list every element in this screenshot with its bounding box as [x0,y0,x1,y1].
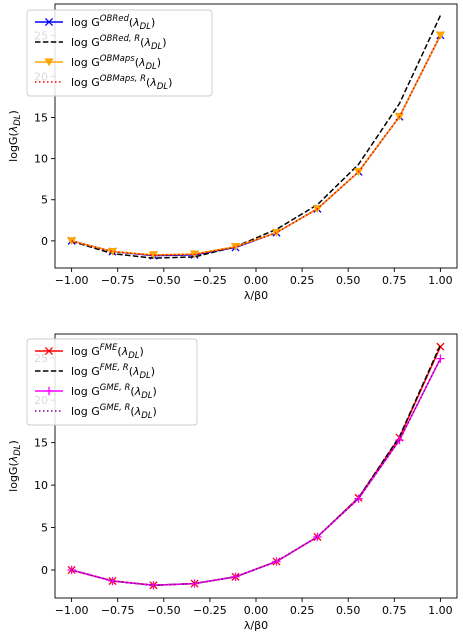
legend-label-4: log GGME, R(λDL) [71,403,157,421]
x-tick-label: 0.00 [244,604,269,617]
data-point [313,532,322,542]
legend: log GFME(λDL) log GFME, R(λDL) log GGME, R… [26,338,198,426]
plot-data [67,342,445,590]
x-tick-label: 0.50 [336,274,361,287]
x-tick-label: 0.50 [336,604,361,617]
legend: log GOBRed(λDL) log GOBRed, R(λDL) log GOB… [26,9,213,97]
x-tick-label: −0.75 [101,604,135,617]
y-tick-label: 10 [34,479,48,492]
x-tick-label: 1.00 [428,604,453,617]
x-axis-label: λ/β0 [244,289,268,302]
x-tick-label: −0.25 [193,604,227,617]
legend-label-4: log GOBMaps, R(λDL) [71,74,172,92]
y-axis-label: logG(λDL) [7,110,23,162]
legend-label-3: log GOBMaps(λDL) [71,54,161,72]
x-tick-label: −1.00 [55,274,89,287]
series-line-2 [71,15,442,259]
chart-panel-1: −1.00 −0.75 −0.50 −0.25 0.00 0.25 0.50 0.75 1.00… [7,3,458,302]
data-point [272,557,281,566]
legend-box [26,9,213,97]
x-tick-label: 0.25 [290,274,315,287]
x-tick-label: 0.75 [382,604,407,617]
y-tick-label: 10 [34,153,48,166]
x-tick-label: 1.00 [428,274,453,287]
legend-box [26,338,198,426]
x-tick-label: 0.00 [244,274,269,287]
data-point [67,565,76,575]
x-tick-label: −1.00 [55,604,89,617]
y-axis-label: logG(λDL) [7,440,23,492]
legend-marker-1 [44,346,54,356]
x-tick-label: 0.25 [290,604,315,617]
y-tick-label: 15 [34,111,48,124]
series-line-3 [71,34,442,256]
chart-panel-2: −1.00 −0.75 −0.50 −0.25 0.00 0.25 0.50 0.75 1.00… [7,333,458,632]
y-tick-label: 5 [41,522,48,535]
y-tick-label: 0 [41,235,48,248]
x-tick-label: 0.75 [382,274,407,287]
data-point [354,494,363,503]
y-tick-label: 15 [34,437,48,450]
legend-label-1: log GFME(λDL) [71,343,144,361]
data-point [436,354,445,363]
x-tick-label: −0.50 [147,274,181,287]
legend-label-2: log GOBRed, R(λDL) [71,34,167,52]
legend-label-3: log GGME, R(λDL) [71,383,157,401]
series-line-2 [71,344,442,587]
x-tick-label: −0.75 [101,274,135,287]
legend-marker-3 [44,58,54,67]
data-point [231,572,240,581]
x-tick-label: −0.50 [147,604,181,617]
x-axis-label: λ/β0 [244,619,268,632]
y-tick-label: 0 [41,564,48,577]
data-point [435,31,446,40]
legend-marker-1 [44,17,54,27]
legend-marker-3 [44,386,54,396]
legend-label-1: log GOBRed(λDL) [71,14,155,32]
y-tick-label: 5 [41,194,48,207]
series-line-4 [71,358,442,587]
legend-label-2: log GFME, R(λDL) [71,363,155,381]
plot-data [66,15,446,260]
x-tick-label: −0.25 [193,274,227,287]
